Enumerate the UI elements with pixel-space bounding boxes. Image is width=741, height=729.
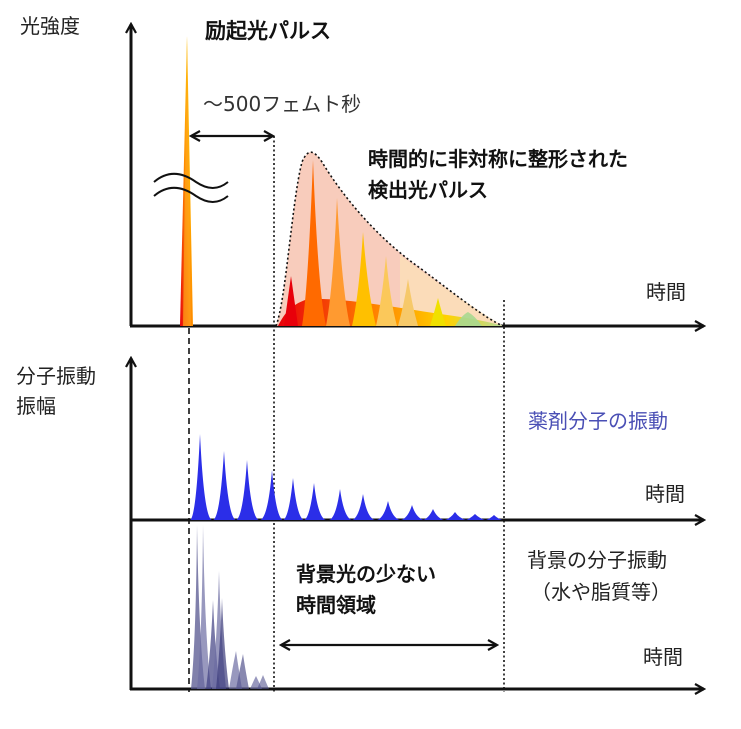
axis-break-icon [153,172,229,189]
excitation-pulse-label: 励起光パルス [205,19,331,43]
middle-x-axis-label: 時間 [645,482,685,506]
top-x-axis-label: 時間 [646,280,686,304]
delay-label: ～500フェムト秒 [203,92,362,116]
low-background-window-label-line2: 時間領域 [296,593,376,617]
top-y-axis-label: 光強度 [20,14,80,38]
detected-pulse-label-line2: 検出光パルス [368,178,488,202]
bottom-x-axis-label: 時間 [643,645,683,669]
background-vibration-series [191,525,269,689]
background-vibration-label-line1: 背景の分子振動 [527,548,667,572]
detected-pulse-label-line1: 時間的に非対称に整形された [368,147,628,171]
middle-y-axis-label-line1: 分子振動 [16,364,96,388]
drug-vibration-label: 薬剤分子の振動 [528,409,668,433]
background-vibration-label-line2: （水や脂質等） [531,580,671,604]
top-panel [130,24,704,326]
middle-y-axis-label-line2: 振幅 [16,394,56,418]
drug-vibration-series [190,434,502,520]
low-background-window-label-line1: 背景光の少ない [296,562,436,586]
